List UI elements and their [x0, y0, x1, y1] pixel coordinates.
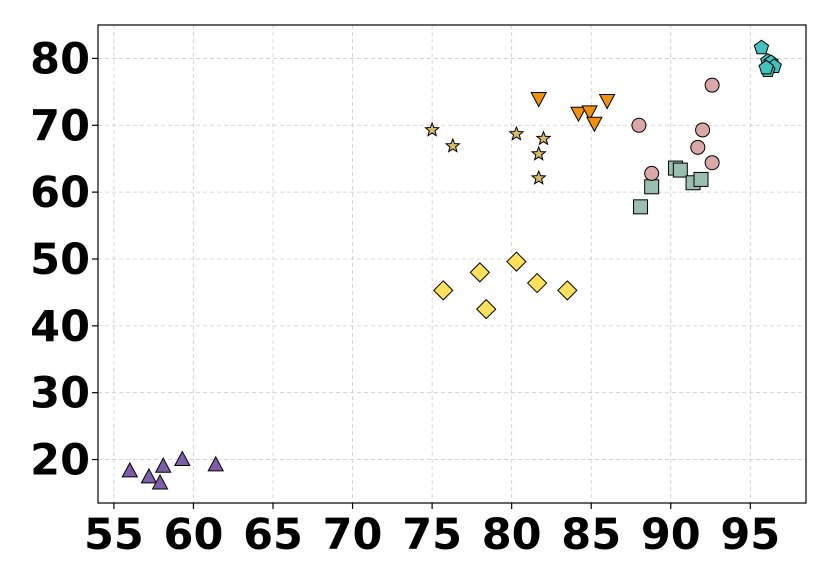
triangle-up-point [207, 455, 225, 472]
star-point [530, 169, 547, 185]
triangle-up-point [173, 450, 191, 467]
diamond-point [433, 280, 454, 301]
y-tick-label: 20 [30, 436, 90, 486]
square-point [644, 179, 660, 195]
pentagon-point [753, 39, 770, 55]
circle-point [695, 122, 711, 138]
y-tick-label: 60 [30, 168, 90, 218]
x-tick-label: 85 [561, 510, 621, 560]
x-tick-label: 55 [84, 510, 144, 560]
circle-point [704, 77, 720, 93]
diamond-point [526, 272, 548, 294]
triangle-up-point [140, 467, 158, 484]
triangle-down-point [570, 106, 587, 123]
pentagon-point [758, 59, 774, 75]
x-tick-label: 75 [402, 510, 462, 560]
triangle-down-point [586, 116, 603, 133]
triangle-down-point [598, 94, 616, 110]
data-points [121, 39, 782, 490]
star-point [535, 130, 552, 146]
x-tick-label: 70 [323, 510, 383, 560]
circle-point [644, 165, 660, 181]
star-point [424, 121, 441, 137]
circle-point [704, 155, 720, 171]
y-tick-label: 40 [30, 302, 90, 352]
star-point [444, 137, 461, 153]
y-tick-label: 50 [30, 235, 90, 285]
y-tick-label: 70 [30, 101, 90, 151]
x-tick-label: 60 [164, 510, 224, 560]
x-tick-label: 90 [641, 510, 701, 560]
triangle-up-point [151, 473, 169, 490]
axis-ticks: 55 60 65 70 75 80 85 90 95 20 30 40 50 60 70 80 [30, 34, 780, 560]
square-point [633, 199, 649, 215]
square-point [672, 162, 688, 178]
triangle-up-point [121, 461, 139, 478]
x-tick-label: 80 [482, 510, 542, 560]
diamond-point [557, 280, 578, 301]
star-point [530, 145, 547, 161]
x-tick-label: 65 [243, 510, 303, 560]
triangle-down-point [530, 92, 548, 108]
plot-frame [97, 24, 807, 504]
x-tick-label: 95 [720, 510, 780, 560]
circle-point [631, 117, 647, 133]
triangle-up-point [154, 457, 172, 473]
triangle-down-point [581, 105, 598, 121]
y-tick-label: 80 [30, 34, 90, 84]
square-point [693, 171, 709, 187]
star-point [508, 125, 525, 141]
grid-lines [98, 25, 806, 503]
diamond-point [476, 298, 497, 320]
diamond-point [506, 251, 527, 272]
diamond-point [469, 262, 491, 283]
circle-point [690, 139, 706, 155]
y-tick-label: 30 [30, 369, 90, 419]
